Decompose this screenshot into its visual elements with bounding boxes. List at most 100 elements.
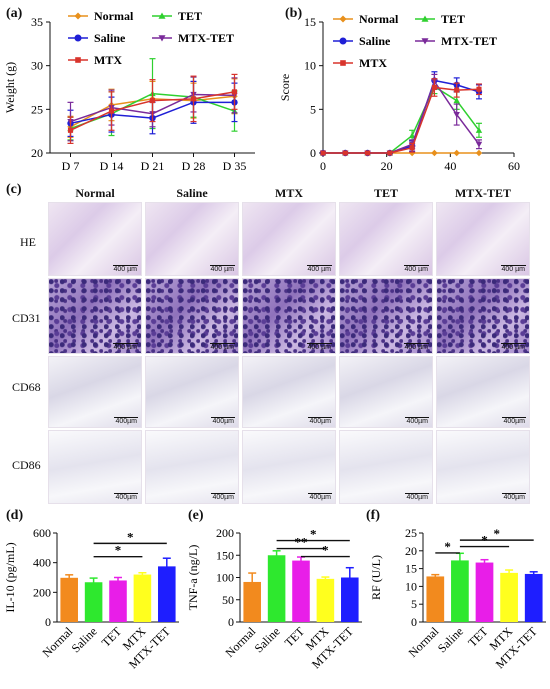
cd31-image-tet: 400 µm <box>339 278 433 354</box>
marker-MTX <box>149 98 156 104</box>
scale-bar: 400µm <box>502 493 526 501</box>
bar-MTX <box>316 578 335 622</box>
scale-bar: 400µm <box>308 493 332 501</box>
he-image-normal: 400 µm <box>48 202 142 276</box>
cd86-image-normal: 400µm <box>48 430 142 504</box>
series-line-MTX <box>323 86 480 154</box>
row-label-he: HE <box>20 235 36 249</box>
cd31-image-mtx-tet: 400 µm <box>436 278 530 354</box>
x-tick-label: Saline <box>435 624 466 655</box>
row-label-cd31: CD31 <box>12 311 41 325</box>
bar-MTX-TET <box>524 573 543 622</box>
panel-tag-e: (e) <box>188 508 204 523</box>
cd86-image-mtx-tet: 400µm <box>436 430 530 504</box>
marker-MTX-TET <box>475 141 483 148</box>
y-tick-label: 600 <box>33 526 51 540</box>
y-axis-label: Weight (g) <box>3 62 17 113</box>
y-tick-label: 0 <box>310 146 316 160</box>
scale-bar: 400 µm <box>500 265 526 273</box>
x-tick-label: Saline <box>69 624 100 655</box>
x-tick-label: TET <box>465 624 491 650</box>
y-tick-label: 50 <box>222 593 234 607</box>
significance-label: * <box>310 527 317 542</box>
significance-label: * <box>322 543 329 558</box>
legend-label: TET <box>441 12 465 26</box>
marker-TET <box>475 127 483 133</box>
marker-MTX <box>108 108 115 114</box>
scale-bar: 400µm <box>211 493 235 501</box>
significance-label: * <box>127 529 134 544</box>
column-header-normal: Normal <box>75 186 115 200</box>
he-image-mtx-tet: 400 µm <box>436 202 530 276</box>
cd68-image-mtx: 400µm <box>242 356 336 428</box>
bar-TET <box>292 560 310 622</box>
scale-bar: 400 µm <box>112 265 138 273</box>
scale-bar: 400 µm <box>500 343 526 351</box>
marker-MTX <box>365 150 371 156</box>
scale-bar: 400µm <box>308 417 332 425</box>
x-tick-label: TET <box>99 624 125 650</box>
cd68-image-normal: 400µm <box>48 356 142 428</box>
cd86-image-saline: 400µm <box>145 430 239 504</box>
bar-TET <box>475 562 494 622</box>
marker-TET <box>408 132 416 139</box>
cd31-image-saline: 400 µm <box>145 278 239 354</box>
marker-MTX <box>231 89 238 95</box>
he-image-mtx: 400 µm <box>242 202 336 276</box>
marker-Saline <box>339 37 347 45</box>
x-tick-label: D 14 <box>100 159 124 173</box>
bar-MTX-TET <box>158 566 176 622</box>
cd31-image-mtx: 400 µm <box>242 278 336 354</box>
y-tick-label: 30 <box>31 59 43 73</box>
scale-bar: 400µm <box>211 417 235 425</box>
y-tick-label: 150 <box>216 548 234 562</box>
marker-MTX <box>454 87 460 93</box>
weight-line-chart: 20 25 30 35 D 7 D 14 D 21 D 28 D 35 Weight (g) Nor… <box>3 9 255 173</box>
cd68-image-saline: 400µm <box>145 356 239 428</box>
marker-Normal <box>339 15 347 23</box>
scale-bar: 400 µm <box>306 265 332 273</box>
marker-MTX-TET <box>421 38 429 45</box>
legend-label: MTX-TET <box>178 31 234 45</box>
scale-bar: 400 µm <box>403 343 429 351</box>
panel-tag-a: (a) <box>6 6 23 21</box>
bar-Normal <box>243 581 261 622</box>
y-tick-label: 25 <box>405 526 417 540</box>
y-tick-label: 200 <box>33 585 51 599</box>
scale-bar: 400µm <box>502 417 526 425</box>
x-tick-label: D 21 <box>141 159 165 173</box>
y-tick-label: 15 <box>405 562 417 576</box>
score-line-chart: 0 5 10 15 0 20 40 60 Score Normal TET Saline MTX-TET… <box>278 12 520 173</box>
panel-tag-d: (d) <box>6 508 24 523</box>
y-tick-label: 35 <box>31 15 43 29</box>
column-header-saline: Saline <box>176 186 208 200</box>
marker-MTX <box>431 84 437 91</box>
x-tick-label: Saline <box>252 624 283 655</box>
legend-label: TET <box>178 9 202 23</box>
marker-MTX <box>75 57 81 63</box>
legend-label: Saline <box>94 31 126 45</box>
column-header-mtx: MTX <box>275 186 303 200</box>
significance-label: * <box>115 543 122 558</box>
x-tick-label: 60 <box>508 159 520 173</box>
significance-label: * <box>444 539 451 554</box>
scale-bar: 400 µm <box>403 265 429 273</box>
scale-bar: 400µm <box>405 493 429 501</box>
marker-MTX <box>67 127 74 133</box>
cd68-image-mtx-tet: 400µm <box>436 356 530 428</box>
legend-label: MTX-TET <box>441 34 497 48</box>
y-tick-label: 200 <box>216 526 234 540</box>
marker-MTX <box>340 60 346 66</box>
y-tick-label: 5 <box>411 597 417 611</box>
legend-label: MTX <box>359 56 387 70</box>
marker-MTX <box>387 150 393 156</box>
y-tick-label: 5 <box>310 102 316 116</box>
bar-Normal <box>60 577 78 622</box>
marker-MTX <box>409 145 415 151</box>
scale-bar: 400µm <box>114 417 138 425</box>
significance-label: * <box>481 533 488 548</box>
x-tick-label: 20 <box>381 159 393 173</box>
bar-Normal <box>426 576 445 622</box>
